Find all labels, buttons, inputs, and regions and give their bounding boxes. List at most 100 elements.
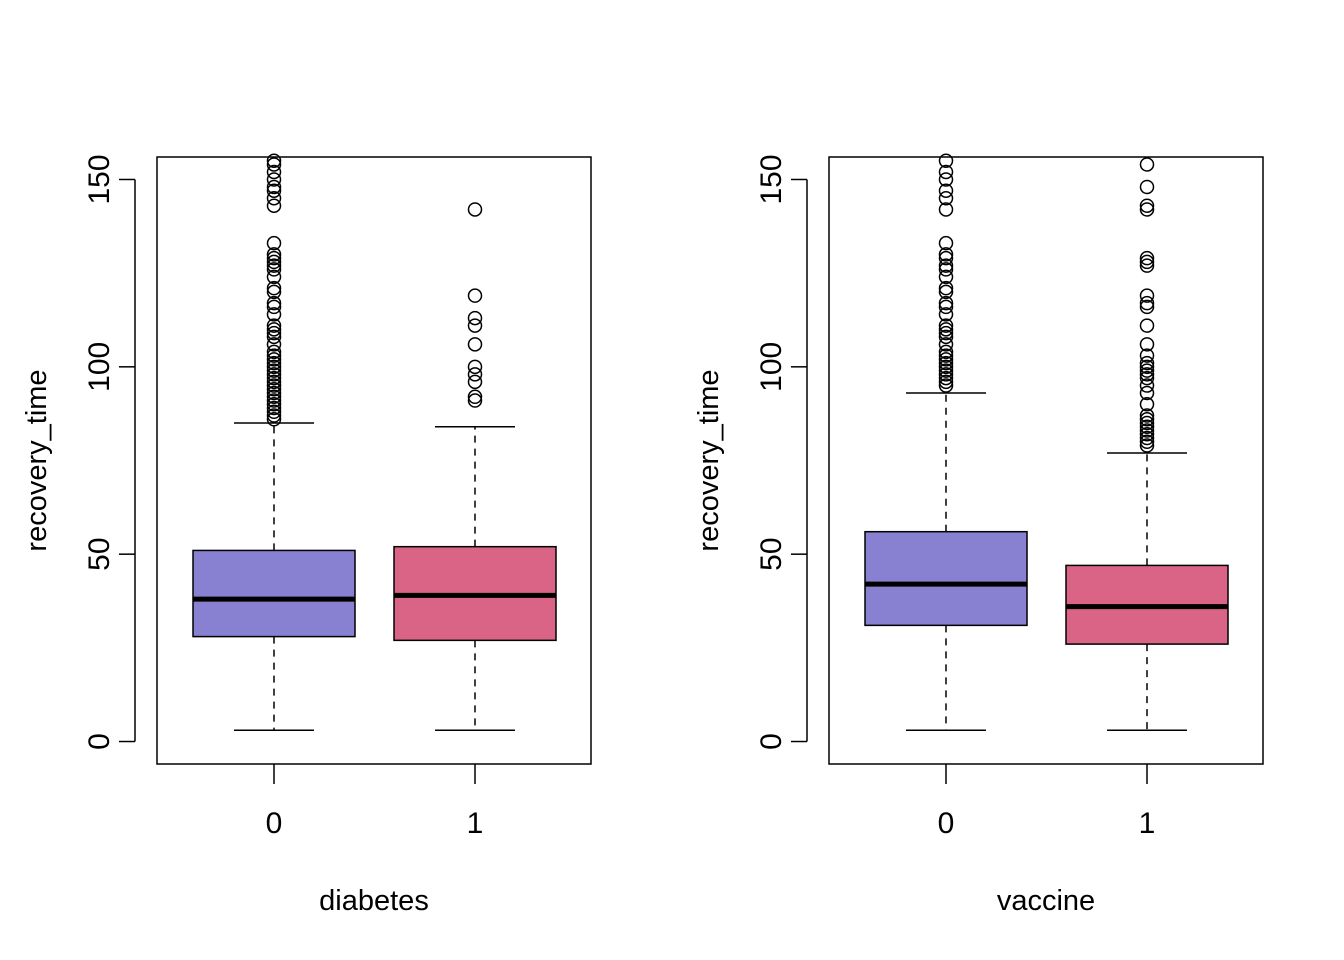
outlier-point: [938, 374, 954, 390]
outlier-point: [938, 262, 954, 277]
outlier-point: [266, 370, 282, 386]
y-tick-label: 50: [755, 537, 788, 570]
y-tick-label: 150: [83, 154, 116, 204]
outlier-point: [266, 318, 282, 333]
outlier-point: [266, 397, 282, 412]
outlier-point: [938, 202, 954, 217]
outlier-point: [266, 190, 282, 206]
outlier-point: [467, 374, 483, 390]
outlier-point: [1139, 198, 1155, 213]
outlier-point: [467, 337, 483, 352]
outlier-point: [1139, 254, 1155, 270]
outlier-point: [266, 382, 282, 397]
y-axis-title: recovery_time: [693, 369, 725, 551]
outlier-point: [1139, 430, 1155, 446]
outlier-point: [938, 172, 954, 187]
outlier-point: [266, 198, 282, 213]
outlier-point: [1139, 348, 1155, 363]
iqr-box: [192, 549, 356, 638]
outlier-point: [938, 250, 954, 266]
outlier-point: [1139, 295, 1155, 311]
plot-frame: [156, 156, 592, 765]
chart-panel-1: 0 50 100 150 recovery_time diabetes 0 1: [21, 153, 592, 917]
outlier-point: [266, 254, 282, 270]
outlier-point: [266, 295, 282, 311]
outlier-point: [1139, 397, 1155, 412]
outlier-point: [938, 344, 954, 360]
outlier-point: [266, 359, 282, 375]
outlier-point: [938, 378, 954, 393]
x-tick-label: 1: [1139, 807, 1156, 840]
outlier-point: [1139, 423, 1155, 438]
outlier-point: [467, 288, 483, 303]
box-group-1: 1: [1065, 157, 1229, 840]
outlier-point: [266, 404, 282, 420]
y-tick-label: 100: [83, 342, 116, 392]
outlier-point: [938, 329, 954, 345]
outlier-point: [266, 355, 282, 371]
outlier-point: [266, 408, 282, 423]
outlier-point: [266, 258, 282, 273]
outlier-point: [938, 322, 954, 337]
outlier-point: [938, 153, 954, 168]
outlier-point: [266, 344, 282, 360]
outlier-point: [938, 183, 954, 198]
outlier-point: [467, 359, 483, 375]
outlier-point: [266, 412, 282, 427]
outlier-point: [938, 337, 954, 352]
outlier-point: [266, 393, 282, 408]
outlier-point: [266, 385, 282, 401]
outlier-point: [1139, 299, 1155, 315]
outlier-point: [1139, 250, 1155, 266]
outlier-point: [266, 374, 282, 390]
outlier-point: [266, 262, 282, 277]
outlier-point: [467, 367, 483, 382]
x-tick-label: 0: [266, 807, 283, 840]
outlier-point: [266, 307, 282, 322]
y-tick-label: 50: [83, 537, 116, 570]
x-tick-label: 0: [938, 807, 955, 840]
outlier-point: [938, 190, 954, 206]
outlier-point: [266, 352, 282, 367]
outlier-point: [1139, 337, 1155, 352]
outlier-point: [938, 348, 954, 363]
outlier-point: [467, 202, 483, 217]
outlier-point: [938, 352, 954, 367]
outlier-point: [1139, 438, 1155, 453]
outlier-point: [266, 367, 282, 382]
box-group-0: 0: [192, 153, 356, 840]
outlier-point: [266, 183, 282, 198]
x-axis-title: diabetes: [319, 885, 429, 917]
outlier-point: [1139, 367, 1155, 382]
outlier-point: [1139, 370, 1155, 386]
outlier-point: [266, 280, 282, 296]
outlier-point: [938, 280, 954, 296]
outlier-point: [1139, 427, 1155, 442]
outlier-point: [1139, 378, 1155, 393]
outlier-point: [1139, 359, 1155, 375]
outlier-point: [266, 269, 282, 285]
outlier-point: [1139, 419, 1155, 435]
iqr-box: [864, 530, 1028, 627]
outlier-point: [1139, 408, 1155, 423]
outlier-point: [938, 318, 954, 333]
outlier-point: [938, 247, 954, 262]
outlier-point: [266, 363, 282, 378]
outlier-point: [467, 393, 483, 408]
outlier-point: [266, 235, 282, 251]
outlier-point: [938, 235, 954, 251]
outlier-point: [266, 378, 282, 393]
outlier-point: [266, 172, 282, 187]
outlier-point: [938, 367, 954, 382]
x-axis-title: vaccine: [997, 885, 1095, 917]
outlier-point: [266, 322, 282, 337]
outlier-point: [266, 400, 282, 416]
outlier-point: [266, 299, 282, 315]
outlier-point: [467, 389, 483, 405]
outlier-point: [1139, 202, 1155, 217]
x-tick-label: 1: [467, 807, 484, 840]
outlier-point: [1139, 157, 1155, 172]
outlier-point: [1139, 258, 1155, 273]
outlier-point: [938, 284, 954, 300]
